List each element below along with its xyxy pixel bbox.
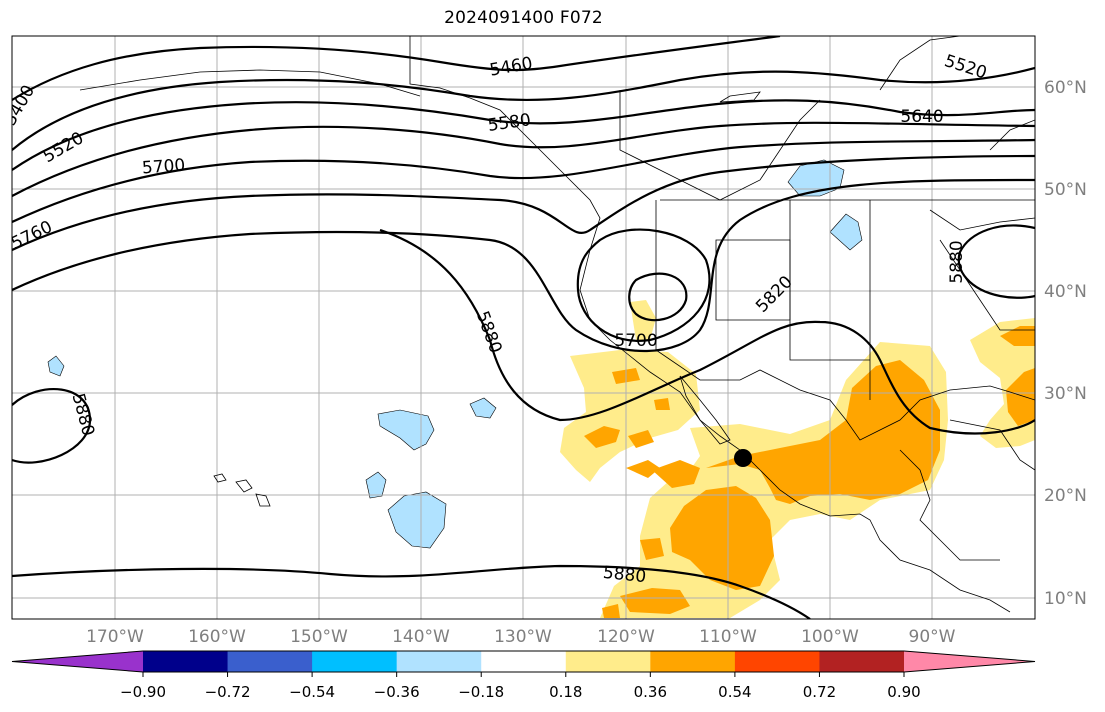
lon-label: 150°W — [290, 627, 348, 647]
colorbar-segment — [312, 651, 398, 672]
contour-label: 5520 — [942, 51, 989, 83]
colorbar-tick-label: 0.72 — [803, 683, 836, 701]
map-frame — [11, 35, 1036, 620]
lat-label: 40°N — [1044, 282, 1087, 302]
lat-label: 20°N — [1044, 486, 1087, 506]
height-contours — [12, 36, 1035, 619]
colorbar-segment — [819, 651, 905, 672]
colorbar-extend-high — [904, 651, 1035, 672]
colorbar-tick-label: −0.72 — [205, 683, 251, 701]
colorbar-tick-label: −0.36 — [374, 683, 420, 701]
contour-label: 5880 — [472, 309, 506, 356]
contour-label: 5700 — [141, 156, 186, 179]
map-area: 5400 5460 5520 5580 5520 5640 5700 5760 … — [0, 36, 1035, 619]
contour-label: 5640 — [900, 107, 943, 127]
lon-label: 90°W — [909, 627, 956, 647]
colorbar-segment — [734, 651, 820, 672]
colorbar-segment — [396, 651, 482, 672]
latitude-labels: 60°N 50°N 40°N 30°N 20°N 10°N — [1044, 78, 1087, 609]
lat-label: 60°N — [1044, 78, 1087, 98]
colorbar-segment — [227, 651, 313, 672]
lon-label: 140°W — [392, 627, 450, 647]
positive-shading-high — [584, 326, 1035, 618]
contour-label: 5520 — [40, 128, 87, 167]
lat-label: 10°N — [1044, 589, 1087, 609]
contour-label: 5880 — [68, 391, 99, 438]
contour-label: 5700 — [614, 331, 657, 351]
colorbar-segment — [481, 651, 567, 672]
colorbar-tick-label: 0.36 — [634, 683, 667, 701]
colorbar-tick-label: 0.18 — [549, 683, 582, 701]
contour-label: 5460 — [488, 53, 534, 80]
contour-label: 5400 — [0, 82, 39, 129]
storm-center-marker — [734, 449, 752, 467]
contour-label: 5580 — [486, 110, 532, 136]
lon-label: 110°W — [699, 627, 757, 647]
coastlines — [79, 36, 1035, 613]
colorbar-extend-low — [12, 651, 143, 672]
negative-shading — [47, 159, 863, 549]
lon-label: 160°W — [188, 627, 246, 647]
lat-label: 30°N — [1044, 384, 1087, 404]
colorbar-tick-label: 0.90 — [887, 683, 920, 701]
lon-label: 170°W — [86, 627, 144, 647]
graticule — [12, 36, 1035, 619]
lon-label: 100°W — [801, 627, 859, 647]
colorbar: −0.90 −0.72 −0.54 −0.36 −0.18 0.18 0.36 0.54 0.7… — [11, 650, 1036, 701]
longitude-labels: 170°W 160°W 150°W 140°W 130°W 120°W 110°… — [86, 627, 956, 647]
colorbar-tick-label: −0.18 — [458, 683, 504, 701]
lat-label: 50°N — [1044, 180, 1087, 200]
contour-label: 5880 — [602, 563, 647, 587]
colorbar-segment — [650, 651, 736, 672]
lon-label: 120°W — [597, 627, 655, 647]
map-title: 2024091400 F072 — [444, 8, 603, 28]
colorbar-segment — [565, 651, 651, 672]
lon-label: 130°W — [494, 627, 552, 647]
colorbar-tick-label: 0.54 — [718, 683, 751, 701]
contour-label: 5880 — [947, 240, 967, 283]
colorbar-tick-label: −0.54 — [289, 683, 335, 701]
colorbar-segment — [143, 651, 229, 672]
colorbar-tick-label: −0.90 — [120, 683, 166, 701]
contour-label: 5760 — [8, 217, 56, 254]
